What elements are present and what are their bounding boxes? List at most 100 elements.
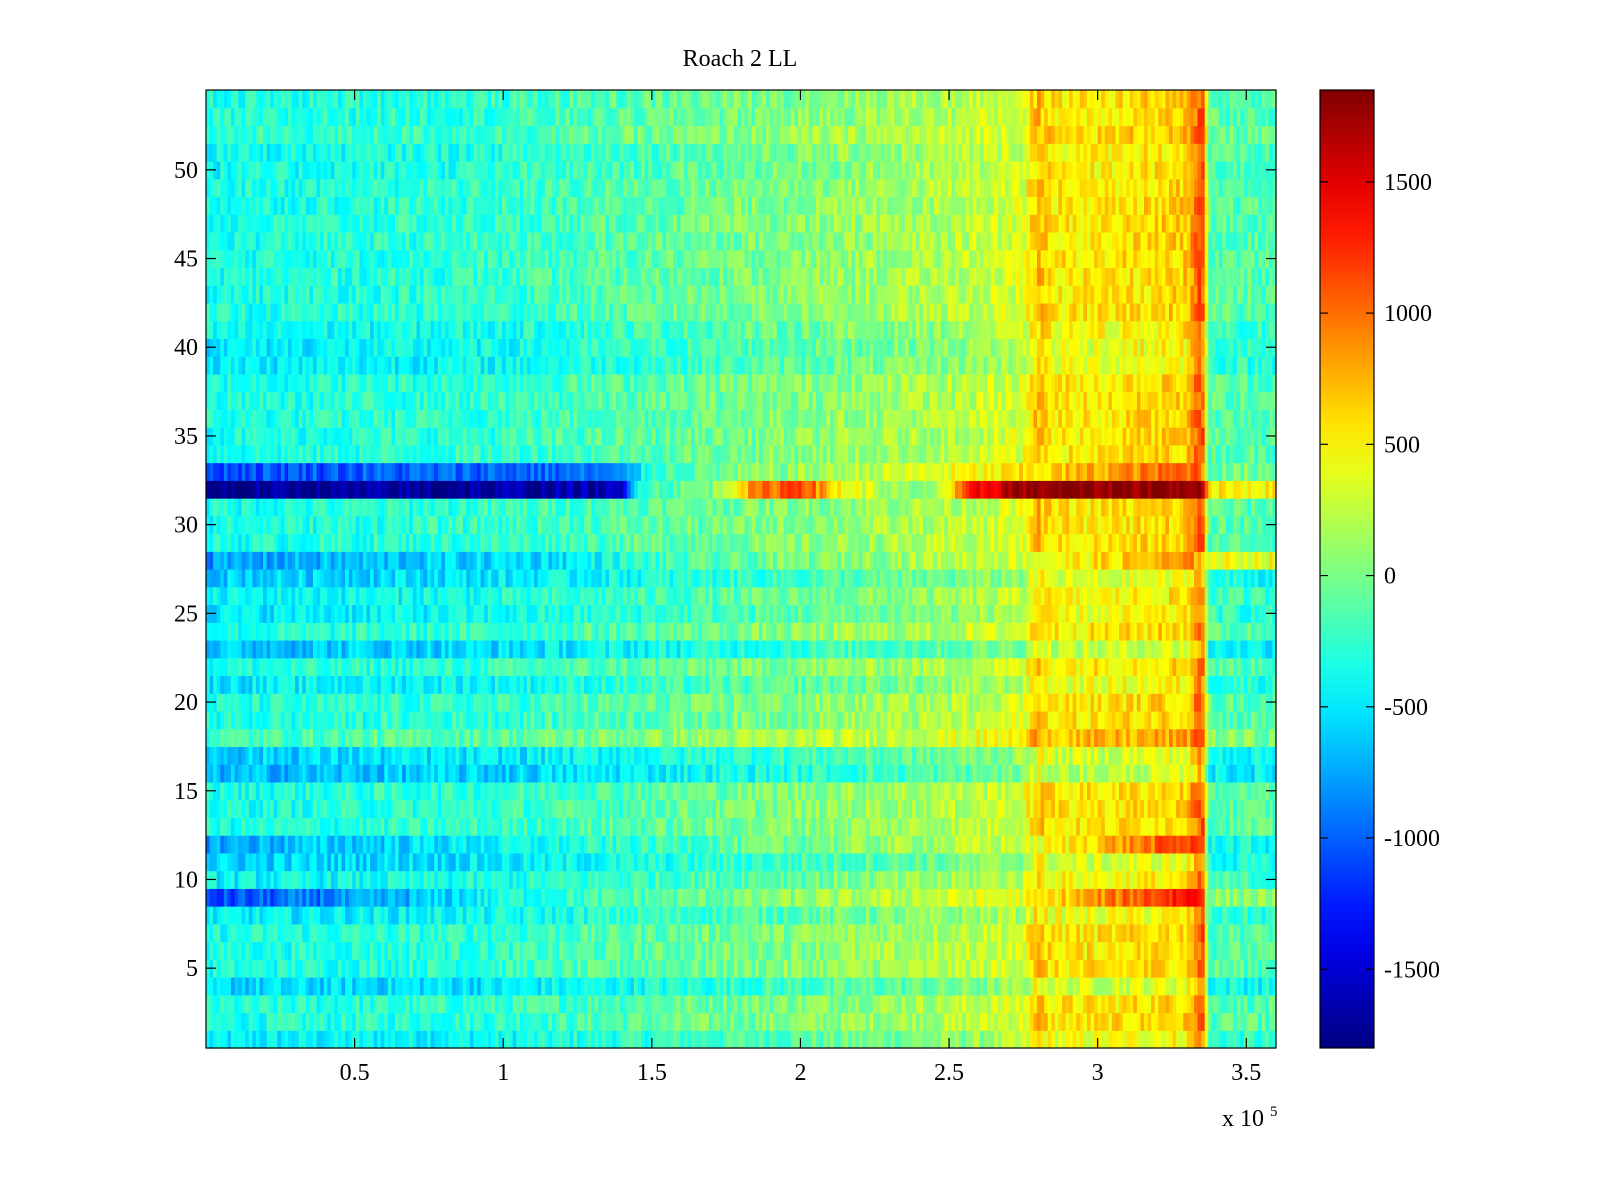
heatmap-cell xyxy=(1190,835,1195,854)
heatmap-cell xyxy=(444,959,450,978)
heatmap-cell xyxy=(1015,764,1020,783)
heatmap-cell xyxy=(1133,764,1138,783)
heatmap-cell xyxy=(708,799,714,818)
heatmap-cell xyxy=(1226,852,1231,872)
heatmap-cell xyxy=(1204,817,1209,836)
heatmap-cell xyxy=(1065,923,1070,943)
heatmap-cell xyxy=(737,888,742,907)
heatmap-cell xyxy=(826,1030,831,1049)
heatmap-cell xyxy=(377,746,382,765)
heatmap-cell xyxy=(551,1012,557,1031)
heatmap-cell xyxy=(669,923,674,943)
heatmap-cell xyxy=(833,923,838,943)
heatmap-cell xyxy=(730,994,735,1014)
heatmap-cell xyxy=(1272,764,1277,783)
heatmap-cell xyxy=(848,941,853,960)
heatmap-cell xyxy=(897,835,903,854)
heatmap-cell xyxy=(1265,1012,1270,1031)
heatmap-cell xyxy=(1033,959,1038,978)
heatmap-cell xyxy=(755,941,760,960)
heatmap-cell xyxy=(541,994,546,1014)
heatmap-cell xyxy=(234,852,239,872)
heatmap-cell xyxy=(238,888,243,907)
heatmap-cell xyxy=(230,923,236,943)
heatmap-cell xyxy=(965,799,970,818)
heatmap-cell xyxy=(477,817,482,836)
heatmap-cell xyxy=(1026,799,1031,818)
heatmap-cell xyxy=(302,906,307,925)
heatmap-cell xyxy=(1236,852,1241,872)
heatmap-cell xyxy=(473,852,478,872)
heatmap-cell xyxy=(562,852,567,872)
heatmap-cell xyxy=(1254,1030,1259,1049)
heatmap-cell xyxy=(334,923,339,943)
heatmap-cell xyxy=(498,799,503,818)
heatmap-cell xyxy=(969,781,974,801)
heatmap-cell xyxy=(716,764,721,783)
heatmap-cell xyxy=(648,1030,653,1049)
heatmap-cell xyxy=(769,817,774,836)
heatmap-cell xyxy=(309,923,314,943)
heatmap-cell xyxy=(288,746,293,765)
heatmap-cell xyxy=(502,764,507,783)
heatmap-cell xyxy=(926,906,931,925)
heatmap-cell xyxy=(395,870,400,889)
heatmap-cell xyxy=(794,1012,799,1031)
heatmap-cell xyxy=(605,746,610,765)
heatmap-cell xyxy=(302,941,307,960)
heatmap-cell xyxy=(601,746,607,765)
heatmap-cell xyxy=(1243,906,1249,925)
heatmap-cell xyxy=(487,941,492,960)
heatmap-cell xyxy=(591,906,596,925)
heatmap-cell xyxy=(245,746,250,765)
heatmap-cell xyxy=(298,799,303,818)
heatmap-cell xyxy=(730,906,735,925)
heatmap-cell xyxy=(680,959,685,978)
heatmap-cell xyxy=(890,923,895,943)
heatmap-cell xyxy=(1236,764,1241,783)
heatmap-cell xyxy=(434,852,439,872)
heatmap-cell xyxy=(623,746,628,765)
heatmap-cell xyxy=(926,817,931,836)
heatmap-cell xyxy=(548,870,553,889)
heatmap-cell xyxy=(1211,941,1216,960)
heatmap-cell xyxy=(434,746,439,765)
heatmap-cell xyxy=(705,799,710,818)
heatmap-cell xyxy=(1040,994,1045,1014)
heatmap-cell xyxy=(444,817,450,836)
heatmap-cell xyxy=(1261,941,1266,960)
heatmap-cell xyxy=(1090,923,1095,943)
heatmap-cell xyxy=(1169,941,1174,960)
heatmap-cell xyxy=(979,888,985,907)
heatmap-cell xyxy=(1144,817,1149,836)
heatmap-cell xyxy=(473,888,478,907)
heatmap-cell xyxy=(637,977,642,996)
heatmap-cell xyxy=(669,746,674,765)
heatmap-cell xyxy=(883,852,888,872)
heatmap-cell xyxy=(862,817,867,836)
heatmap-cell xyxy=(402,764,407,783)
heatmap-cell xyxy=(1211,764,1216,783)
heatmap-cell xyxy=(341,817,346,836)
heatmap-cell xyxy=(1076,799,1081,818)
heatmap-cell xyxy=(452,870,457,889)
heatmap-cell xyxy=(812,764,817,783)
heatmap-cell xyxy=(876,852,881,872)
heatmap-cell xyxy=(227,994,232,1014)
heatmap-cell xyxy=(1015,817,1020,836)
heatmap-cell xyxy=(1190,941,1195,960)
heatmap-cell xyxy=(1201,799,1206,818)
heatmap-cell xyxy=(676,870,681,889)
heatmap-cell xyxy=(370,746,375,765)
heatmap-cell xyxy=(230,994,236,1014)
heatmap-cell xyxy=(1094,906,1099,925)
heatmap-cell xyxy=(469,1030,475,1049)
heatmap-cell xyxy=(955,977,960,996)
heatmap-cell xyxy=(555,852,560,872)
heatmap-cell xyxy=(965,941,970,960)
heatmap-cell xyxy=(437,923,442,943)
heatmap-cell xyxy=(248,817,253,836)
heatmap-cell xyxy=(1161,870,1167,889)
heatmap-cell xyxy=(466,906,471,925)
